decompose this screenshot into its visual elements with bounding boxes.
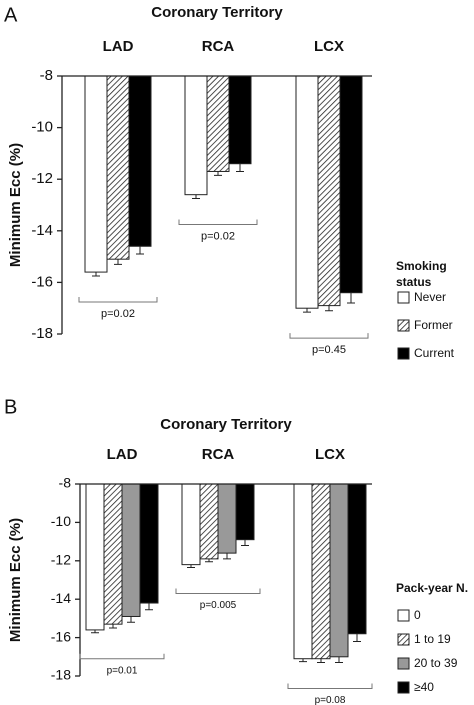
error-bar <box>214 171 222 176</box>
bar <box>121 483 141 617</box>
legend-label: Never <box>414 290 446 304</box>
error-bar <box>91 629 99 634</box>
y-tick-label: -12 <box>51 552 71 568</box>
p-value: p=0.01 <box>107 665 138 676</box>
error-bar <box>241 539 249 546</box>
error-bar <box>353 633 361 642</box>
y-tick-label: -18 <box>51 667 71 683</box>
error-bar <box>303 308 311 313</box>
error-bar <box>109 624 117 629</box>
legend-title: Smoking status <box>396 259 447 289</box>
bar <box>184 75 208 196</box>
bar <box>329 483 349 658</box>
bar <box>181 483 201 566</box>
legend-label: 0 <box>414 608 421 622</box>
error-bar <box>236 163 244 172</box>
y-tick-label: -16 <box>51 628 71 644</box>
error-bar <box>136 246 144 255</box>
bar <box>295 75 319 309</box>
bar <box>217 483 237 554</box>
p-value: p=0.005 <box>200 600 237 611</box>
bracket <box>78 296 158 303</box>
error-bar <box>205 558 213 563</box>
bar <box>103 483 123 625</box>
bar <box>206 75 230 172</box>
error-bar <box>187 564 195 569</box>
error-bar <box>145 603 153 611</box>
legend-swatch <box>397 319 410 332</box>
bar <box>339 75 363 294</box>
category-label: LCX <box>315 446 345 463</box>
error-bar <box>127 616 135 623</box>
bar <box>293 483 313 660</box>
panel-label: B <box>4 396 17 418</box>
category-label: LAD <box>107 446 138 463</box>
legend-swatch <box>397 609 410 622</box>
bar <box>139 483 159 604</box>
legend-label: 20 to 39 <box>414 656 458 670</box>
legend-swatch <box>397 291 410 304</box>
legend-swatch <box>397 633 410 646</box>
bar <box>128 75 152 247</box>
y-axis-label: Minimum Ecc (%) <box>7 518 24 642</box>
error-bar <box>335 656 343 664</box>
error-bar <box>347 292 355 304</box>
y-tick-label: -8 <box>59 475 72 491</box>
legend-title: Pack-year N. <box>396 581 469 595</box>
p-value: p=0.02 <box>201 230 235 242</box>
bar <box>84 75 108 273</box>
error-bar <box>223 553 231 560</box>
legend-title-box: Smoking status <box>396 259 447 289</box>
bar <box>228 75 252 165</box>
bar <box>317 75 341 307</box>
error-bar <box>92 272 100 277</box>
y-tick-label: -8 <box>40 67 53 84</box>
bracket <box>175 588 261 595</box>
y-tick-label: -14 <box>31 222 53 239</box>
legend-label: Current <box>414 346 455 360</box>
error-bar <box>114 259 122 265</box>
p-value: p=0.08 <box>315 695 346 705</box>
legend-label: 1 to 19 <box>414 632 451 646</box>
y-tick-label: -14 <box>51 590 71 606</box>
y-tick-label: -12 <box>31 170 53 187</box>
bar <box>106 75 130 260</box>
bar <box>347 483 367 635</box>
bar <box>199 483 219 560</box>
category-label: LCX <box>314 38 344 55</box>
panel-label: A <box>4 4 18 26</box>
y-tick-label: -10 <box>31 119 53 136</box>
legend-swatch <box>397 657 410 670</box>
bracket <box>178 219 258 226</box>
bracket <box>79 653 165 660</box>
p-value: p=0.02 <box>101 308 135 320</box>
bracket <box>287 683 373 690</box>
error-bar <box>317 658 325 664</box>
legend-swatch <box>397 347 410 360</box>
bracket <box>289 333 369 339</box>
y-tick-label: -16 <box>31 273 53 290</box>
category-label: RCA <box>202 38 235 55</box>
bar <box>235 483 255 541</box>
category-label: LAD <box>103 38 134 55</box>
p-value: p=0.45 <box>312 344 346 356</box>
error-bar <box>299 658 307 663</box>
y-tick-label: -18 <box>31 325 53 342</box>
error-bar <box>192 194 200 200</box>
legend-title-box: Pack-year N. <box>396 581 469 595</box>
y-axis-label: Minimum Ecc (%) <box>7 143 24 267</box>
category-label: RCA <box>202 446 235 463</box>
legend-swatch <box>397 681 410 694</box>
error-bar <box>325 305 333 312</box>
bar <box>311 483 331 660</box>
chart-title: Coronary Territory <box>160 416 292 433</box>
y-tick-label: -10 <box>51 513 71 529</box>
legend-label: Former <box>414 318 453 332</box>
bar <box>85 483 105 631</box>
chart-title: Coronary Territory <box>151 4 283 21</box>
legend-label: ≥40 <box>414 680 434 694</box>
